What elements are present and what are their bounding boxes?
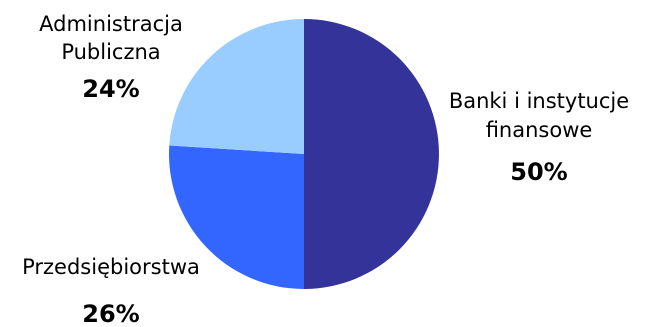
pie-slices — [169, 19, 439, 289]
pie-slice-administracja — [169, 19, 304, 154]
slice-percent-banki: 50% — [510, 158, 567, 186]
pie-slice-przedsiebiorstwa — [169, 145, 304, 289]
slice-name-administracja-line-2: Publiczna — [61, 40, 160, 64]
slice-name-banki-line-2: finansowe — [486, 118, 593, 142]
pie-slice-banki — [304, 19, 439, 289]
slice-percent-przedsiebiorstwa: 26% — [82, 300, 139, 327]
slice-name-banki-line-1: Banki i instytucje — [449, 89, 629, 113]
slice-label-banki: Banki i instytucje finansowe 50% — [449, 89, 629, 186]
slice-name-administracja-line-1: Administracja — [39, 12, 183, 36]
slice-label-administracja: Administracja Publiczna 24% — [39, 12, 183, 103]
slice-name-przedsiebiorstwa: Przedsiębiorstwa — [22, 255, 200, 279]
slice-label-przedsiebiorstwa: Przedsiębiorstwa 26% — [22, 255, 200, 327]
slice-percent-administracja: 24% — [82, 75, 139, 103]
